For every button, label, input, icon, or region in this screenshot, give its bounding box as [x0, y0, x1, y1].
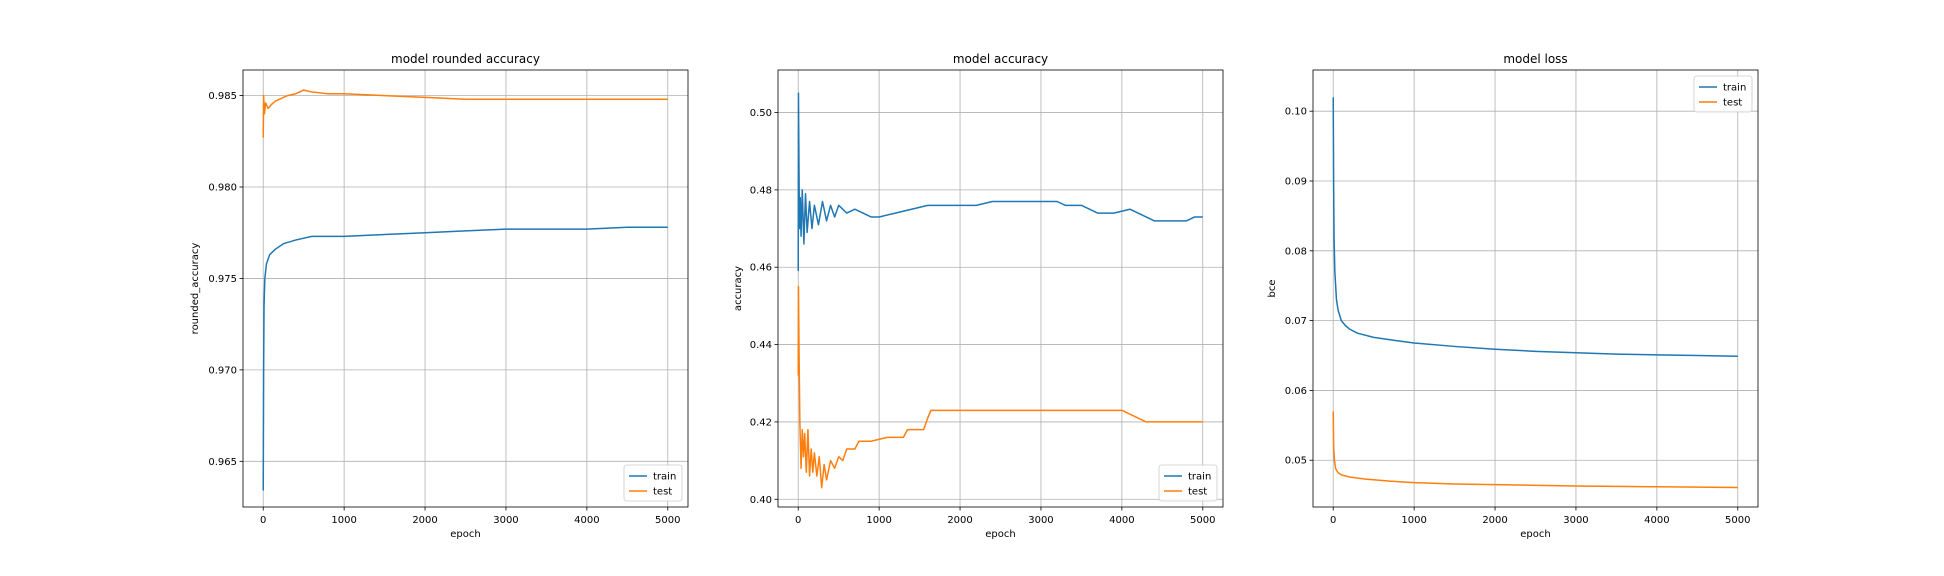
- x-tick-label: 2000: [947, 515, 972, 526]
- x-axis-label: epoch: [1520, 529, 1550, 540]
- x-tick-label: 3000: [1563, 515, 1588, 526]
- y-tick-label: 0.975: [208, 274, 237, 285]
- series-line-train: [797, 92, 1203, 272]
- chart-title: model rounded accuracy: [391, 52, 540, 66]
- x-tick-label: 3000: [493, 515, 518, 526]
- y-tick-label: 0.985: [208, 91, 237, 102]
- series-line-test: [262, 89, 668, 138]
- y-tick-label: 0.970: [208, 365, 237, 376]
- y-tick-label: 0.07: [1285, 316, 1307, 327]
- x-tick-label: 2000: [412, 515, 437, 526]
- y-axis-label: accuracy: [733, 266, 744, 311]
- legend-box: [1158, 464, 1218, 502]
- legend-label-test: test: [1188, 487, 1207, 498]
- y-tick-label: 0.09: [1285, 176, 1307, 187]
- series-line-train: [262, 226, 668, 491]
- x-tick-label: 1000: [331, 515, 356, 526]
- y-axis-label: bce: [1267, 280, 1278, 298]
- x-tick-label: 5000: [1190, 515, 1215, 526]
- series-line-train: [1332, 97, 1738, 357]
- y-tick-label: 0.10: [1285, 107, 1307, 118]
- y-tick-label: 0.05: [1285, 456, 1307, 467]
- series-line-test: [1332, 411, 1738, 489]
- y-tick-label: 0.46: [750, 263, 772, 274]
- y-tick-label: 0.40: [750, 495, 772, 506]
- legend: train test: [1693, 75, 1753, 113]
- x-tick-label: 4000: [1109, 515, 1134, 526]
- legend-label-train: train: [653, 472, 676, 483]
- y-axis-label: rounded_accuracy: [190, 243, 201, 335]
- x-tick-label: 4000: [574, 515, 599, 526]
- x-tick-label: 5000: [655, 515, 680, 526]
- x-tick-label: 4000: [1644, 515, 1669, 526]
- x-tick-label: 1000: [1401, 515, 1426, 526]
- legend-box: [623, 464, 683, 502]
- legend-box: [1693, 75, 1753, 113]
- legend: train test: [1158, 464, 1218, 502]
- x-tick-label: 5000: [1725, 515, 1750, 526]
- x-tick-label: 0: [1330, 515, 1336, 526]
- chart-panel: 0 1000 2000 3000 4000 5000 0.05 0.06 0.07 0.08 0.0…: [1267, 52, 1759, 540]
- chart-panel: 0 1000 2000 3000 4000 5000 0.965 0.970 0.975 0.98…: [190, 52, 689, 540]
- chart-panel: 0 1000 2000 3000 4000 5000 0.40 0.42 0.44 0.46 0.4…: [733, 52, 1224, 540]
- axes-frame: [777, 69, 1224, 508]
- x-tick-label: 0: [260, 515, 266, 526]
- y-tick-label: 0.44: [750, 340, 772, 351]
- legend-label-train: train: [1723, 83, 1746, 94]
- y-tick-label: 0.980: [208, 183, 237, 194]
- x-tick-label: 2000: [1482, 515, 1507, 526]
- series-line-test: [797, 285, 1203, 489]
- chart-title: model accuracy: [953, 52, 1048, 66]
- y-tick-label: 0.08: [1285, 246, 1307, 257]
- axes-frame: [242, 69, 689, 508]
- x-tick-label: 0: [795, 515, 801, 526]
- legend-label-test: test: [1723, 98, 1742, 109]
- legend-label-train: train: [1188, 472, 1211, 483]
- chart-title: model loss: [1503, 52, 1567, 66]
- y-tick-label: 0.50: [750, 108, 772, 119]
- y-tick-label: 0.965: [208, 457, 237, 468]
- x-axis-label: epoch: [450, 529, 480, 540]
- legend: train test: [623, 464, 683, 502]
- legend-label-test: test: [653, 487, 672, 498]
- y-tick-label: 0.42: [750, 417, 772, 428]
- x-axis-label: epoch: [985, 529, 1015, 540]
- x-tick-label: 3000: [1028, 515, 1053, 526]
- y-tick-label: 0.48: [750, 185, 772, 196]
- y-tick-label: 0.06: [1285, 386, 1307, 397]
- axes-frame: [1312, 69, 1759, 508]
- x-tick-label: 1000: [866, 515, 891, 526]
